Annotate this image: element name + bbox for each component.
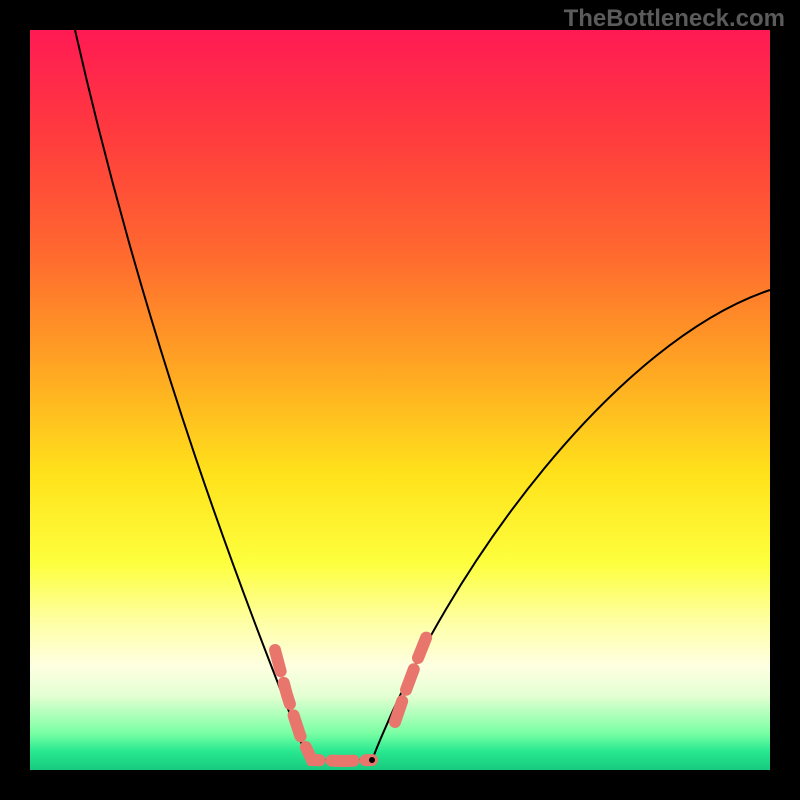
bottleneck-chart: TheBottleneck.com	[0, 0, 800, 800]
plot-background	[30, 30, 770, 770]
trough-marker	[369, 757, 375, 763]
watermark-text: TheBottleneck.com	[564, 5, 785, 32]
